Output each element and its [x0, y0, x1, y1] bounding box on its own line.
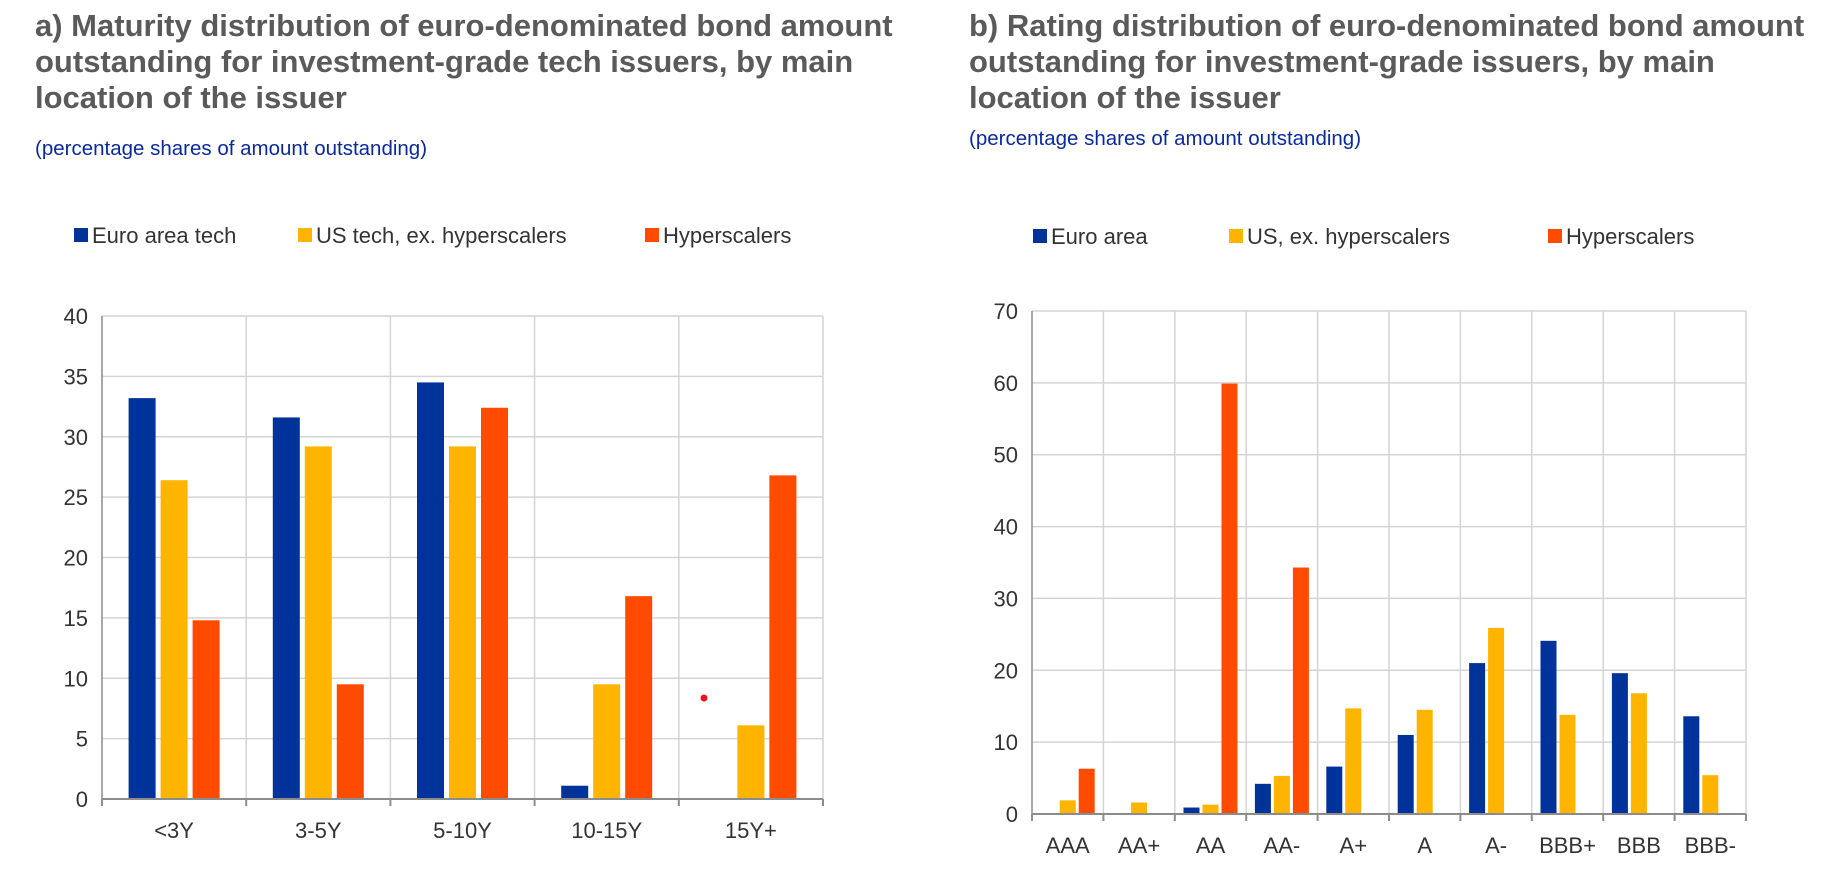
red-dot-marker [700, 694, 708, 702]
y-tick-label: 20 [994, 658, 1018, 683]
chart-title: b) Rating distribution of euro-denominat… [969, 8, 1805, 115]
bar [1183, 807, 1200, 814]
bar [192, 620, 220, 799]
bar [1292, 567, 1309, 814]
y-tick-label: 40 [64, 304, 88, 329]
bar [1397, 734, 1414, 814]
bar [1416, 709, 1433, 814]
chart-panel-a: a) Maturity distribution of euro-denomin… [35, 8, 893, 843]
y-tick-label: 10 [64, 666, 88, 691]
legend-label: Euro area [1051, 224, 1148, 249]
x-tick-label: AA+ [1118, 833, 1160, 858]
legend-swatch [1548, 229, 1562, 243]
chart-subtitle: (percentage shares of amount outstanding… [969, 127, 1362, 150]
y-tick-label: 50 [994, 443, 1018, 468]
bar [1059, 800, 1076, 814]
y-tick-label: 40 [994, 515, 1018, 540]
y-tick-label: 35 [64, 364, 88, 389]
bar [1540, 640, 1557, 814]
bar [1611, 673, 1628, 814]
bar [128, 398, 156, 799]
x-tick-label: 5-10Y [433, 818, 492, 843]
x-tick-label: BBB+ [1539, 833, 1596, 858]
x-tick-label: A [1417, 833, 1432, 858]
bar [1254, 783, 1271, 814]
bar [1131, 802, 1148, 814]
y-tick-label: 15 [64, 606, 88, 631]
y-tick-label: 10 [994, 730, 1018, 755]
legend-swatch [74, 228, 88, 242]
bar [769, 475, 797, 799]
x-tick-label: AA [1196, 833, 1226, 858]
bar [481, 407, 508, 799]
bar [737, 725, 765, 799]
y-tick-label: 30 [994, 586, 1018, 611]
y-tick-label: 70 [994, 299, 1018, 324]
legend-label: US, ex. hyperscalers [1247, 224, 1450, 249]
bar [160, 480, 188, 799]
bar [1221, 383, 1238, 814]
legend-swatch [1229, 229, 1243, 243]
legend-label: Hyperscalers [663, 223, 791, 248]
x-tick-label: AAA [1046, 833, 1090, 858]
x-tick-label: A+ [1340, 833, 1368, 858]
bar [593, 684, 621, 799]
y-tick-label: 60 [994, 371, 1018, 396]
y-tick-label: 30 [64, 425, 88, 450]
bar [1078, 768, 1095, 814]
bar [1702, 775, 1719, 814]
bar [561, 785, 589, 799]
legend-label: Euro area tech [92, 223, 236, 248]
bar [272, 417, 300, 799]
bar [625, 596, 653, 799]
legend-label: US tech, ex. hyperscalers [316, 223, 567, 248]
x-tick-label: BBB- [1685, 833, 1736, 858]
bar [1683, 716, 1700, 814]
legend-swatch [298, 228, 312, 242]
legend-label: Hyperscalers [1566, 224, 1694, 249]
chart-subtitle: (percentage shares of amount outstanding… [35, 137, 428, 160]
x-tick-label: 10-15Y [571, 818, 642, 843]
bar [1202, 804, 1219, 814]
x-tick-label: <3Y [154, 818, 194, 843]
bar-chart-b: Euro area US, ex. hyperscalers Hyperscaler… [994, 224, 1747, 858]
bar [417, 382, 444, 799]
bar [1273, 775, 1290, 814]
x-tick-label: AA- [1264, 833, 1301, 858]
bar [1630, 693, 1647, 814]
x-tick-label: 3-5Y [295, 818, 342, 843]
bar [1326, 766, 1343, 814]
bar [1469, 663, 1486, 814]
bar [449, 446, 476, 799]
y-tick-label: 0 [76, 787, 88, 812]
bar [1559, 714, 1576, 814]
y-tick-label: 5 [76, 727, 88, 752]
legend-swatch [1033, 229, 1047, 243]
chart-title: a) Maturity distribution of euro-denomin… [35, 8, 893, 115]
bar-chart-a: Euro area tech US tech, ex. hyperscalers H… [64, 223, 824, 843]
bar [1488, 627, 1505, 814]
bar [304, 446, 332, 799]
x-tick-label: BBB [1617, 833, 1661, 858]
bar [1345, 708, 1362, 814]
x-tick-label: A- [1485, 833, 1507, 858]
bar [336, 684, 364, 799]
y-tick-label: 0 [1006, 802, 1018, 827]
x-tick-label: 15Y+ [725, 818, 777, 843]
legend-swatch [645, 228, 659, 242]
y-tick-label: 25 [64, 485, 88, 510]
chart-panel-b: b) Rating distribution of euro-denominat… [911, 0, 1822, 880]
y-tick-label: 20 [64, 546, 88, 571]
